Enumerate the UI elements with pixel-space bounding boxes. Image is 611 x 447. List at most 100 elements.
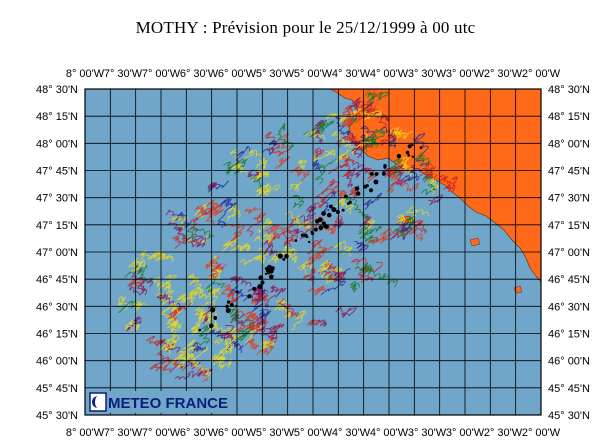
trajectory-line <box>367 91 389 105</box>
trajectory-line <box>256 218 273 233</box>
trajectory-line <box>217 197 237 208</box>
trajectory-line <box>225 340 244 354</box>
trajectory-line <box>133 301 147 313</box>
trajectory-line <box>442 176 459 193</box>
trajectory-line <box>229 243 251 253</box>
trajectory-line <box>213 334 240 345</box>
bottom-longitude-label: 7° 00'W <box>142 427 181 439</box>
trajectory-line <box>279 229 298 247</box>
trajectory-line <box>233 158 248 175</box>
right-latitude-label: 46° 30'N <box>548 301 590 313</box>
trajectory-line <box>182 226 215 242</box>
drift-point <box>314 227 318 232</box>
trajectory-line <box>230 163 248 174</box>
bottom-longitude-label: 5° 30'W <box>256 427 295 439</box>
trajectory-line <box>389 158 403 176</box>
trajectory-line <box>251 294 269 308</box>
left-latitude-label: 46° 30'N <box>36 301 78 313</box>
trajectory-line <box>437 174 451 193</box>
trajectory-line <box>348 97 375 110</box>
trajectory-line <box>312 190 337 209</box>
trajectory-line <box>219 237 239 254</box>
trajectory-line <box>395 216 423 232</box>
trajectory-line <box>167 317 183 332</box>
trajectory-line <box>357 272 374 283</box>
trajectory-line <box>168 300 192 322</box>
trajectory-line <box>395 227 410 238</box>
trajectory-line <box>364 167 380 183</box>
left-latitude-label: 46° 15'N <box>36 329 78 341</box>
trajectory-line <box>344 195 369 221</box>
trajectory-line <box>289 166 310 182</box>
trajectory-line <box>328 154 355 175</box>
trajectory-line <box>156 293 187 312</box>
drift-point <box>383 164 387 168</box>
trajectory-line <box>362 128 386 143</box>
trajectory-line <box>238 253 266 267</box>
trajectory-line <box>342 111 354 127</box>
top-longitude-label: 5° 30'W <box>256 68 295 80</box>
trajectory-line <box>256 309 272 320</box>
right-latitude-label: 48° 00'N <box>548 138 590 150</box>
trajectory-line <box>126 316 142 332</box>
trajectory-line <box>335 113 354 138</box>
trajectory-line <box>358 225 382 236</box>
trajectory-line <box>324 215 343 235</box>
trajectory-line <box>367 128 380 149</box>
trajectory-line <box>194 291 218 322</box>
drift-point <box>247 294 252 299</box>
left-latitude-label: 46° 45'N <box>36 274 78 286</box>
drift-point <box>419 146 423 150</box>
drift-point <box>318 225 324 231</box>
trajectory-line <box>208 256 222 274</box>
bottom-longitude-label: 7° 30'W <box>104 427 143 439</box>
trajectory-line <box>176 353 192 371</box>
trajectory-line <box>315 158 338 185</box>
trajectory-line <box>283 249 298 264</box>
trajectory-line <box>278 298 299 319</box>
left-latitude-label: 48° 00'N <box>36 138 78 150</box>
drift-point <box>226 300 231 304</box>
drift-point <box>267 264 272 270</box>
bottom-longitude-label: 4° 00'W <box>370 427 409 439</box>
trajectory-line <box>257 325 278 341</box>
trajectory-line <box>305 205 317 221</box>
top-longitude-label: 6° 30'W <box>180 68 219 80</box>
trajectory-line <box>153 274 177 290</box>
logo-icon <box>89 392 107 412</box>
trajectory-line <box>169 360 201 373</box>
right-latitude-label: 48° 15'N <box>548 111 590 123</box>
trajectory-line <box>274 156 290 170</box>
bottom-longitude-label: 5° 00'W <box>294 427 333 439</box>
trajectory-line <box>170 215 189 230</box>
trajectory-line <box>187 273 200 286</box>
trajectory-line <box>404 216 415 233</box>
trajectory-line <box>229 285 248 302</box>
top-longitude-label: 4° 30'W <box>332 68 371 80</box>
trajectory-line <box>305 246 333 267</box>
trajectory-line <box>194 205 215 225</box>
trajectory-line <box>289 181 302 193</box>
right-latitude-label: 45° 30'N <box>548 410 590 422</box>
trajectory-line <box>330 130 352 148</box>
trajectory-line <box>209 325 238 336</box>
trajectory-line <box>255 159 268 170</box>
drift-point <box>257 284 263 290</box>
trajectory-line <box>189 358 212 378</box>
drift-point <box>411 155 415 158</box>
trajectory-line <box>174 368 213 381</box>
trajectory-line <box>229 148 243 171</box>
trajectory-line <box>366 235 389 246</box>
trajectory-line <box>234 325 253 342</box>
trajectory-line <box>364 217 375 232</box>
drift-point <box>407 154 411 157</box>
drift-point <box>300 233 304 237</box>
right-latitude-label: 46° 45'N <box>548 274 590 286</box>
trajectory-line <box>325 113 348 123</box>
trajectory-line <box>160 342 176 351</box>
bottom-longitude-label: 3° 30'W <box>408 427 447 439</box>
spill-trajectories <box>117 89 459 383</box>
trajectory-line <box>267 248 297 264</box>
trajectory-line <box>264 223 295 240</box>
